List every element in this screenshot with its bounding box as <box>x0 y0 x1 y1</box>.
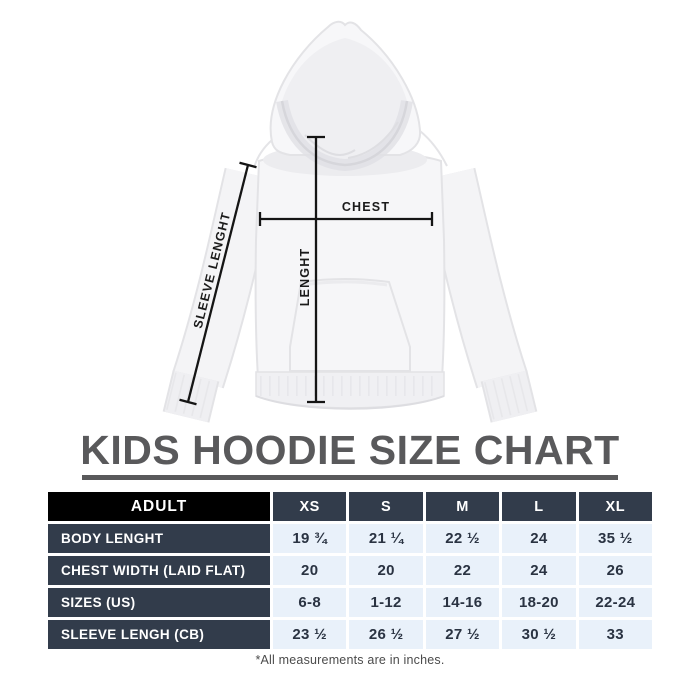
hoodie-hood <box>253 20 448 172</box>
size-column-header-s: S <box>349 492 423 521</box>
row-label-body-length: BODY LENGHT <box>48 524 270 553</box>
table-cell: 19 ¾ <box>273 524 347 553</box>
table-corner-header-adult: ADULT <box>48 492 270 521</box>
table-cell: 23 ½ <box>273 620 347 649</box>
chest-measure-label: CHEST <box>342 200 390 214</box>
row-label-sizes-us: SIZES (US) <box>48 588 270 617</box>
table-cell: 35 ½ <box>578 524 652 553</box>
size-table: ADULT XS S M L XL BODY LENGHT 19 ¾ 21 ¼ … <box>48 492 652 649</box>
table-cell: 30 ½ <box>502 620 576 649</box>
page-title: KIDS HOODIE SIZE CHART <box>80 427 620 473</box>
table-cell: 18-20 <box>502 588 576 617</box>
table-cell: 33 <box>578 620 652 649</box>
hoodie-left-sleeve <box>162 167 278 423</box>
table-cell: 14-16 <box>425 588 500 617</box>
table-cell: 24 <box>502 556 576 585</box>
table-cell: 1-12 <box>349 588 423 617</box>
table-cell: 20 <box>349 556 423 585</box>
table-cell: 21 ¼ <box>349 524 423 553</box>
row-label-chest-width: CHEST WIDTH (LAID FLAT) <box>48 556 270 585</box>
size-column-header-l: L <box>502 492 576 521</box>
table-cell: 24 <box>502 524 576 553</box>
table-cell: 6-8 <box>273 588 347 617</box>
table-cell: 22 <box>425 556 500 585</box>
title-block: KIDS HOODIE SIZE CHART <box>0 430 700 480</box>
table-cell: 22-24 <box>578 588 652 617</box>
table-cell: 22 ½ <box>425 524 500 553</box>
title-underline <box>82 475 618 480</box>
hoodie-hem <box>255 371 445 410</box>
size-column-header-xs: XS <box>273 492 347 521</box>
size-column-header-m: M <box>425 492 500 521</box>
sleeve-measure-line <box>186 164 250 403</box>
table-cell: 27 ½ <box>425 620 500 649</box>
measurements-footnote: *All measurements are in inches. <box>255 653 445 667</box>
hoodie-right-sleeve <box>422 167 538 423</box>
hoodie-diagram: CHEST LENGHT SLEEVE LENGHT <box>162 20 538 423</box>
size-column-header-xl: XL <box>578 492 652 521</box>
measurement-lines <box>179 135 434 406</box>
table-cell: 20 <box>273 556 347 585</box>
row-label-sleeve-length: SLEEVE LENGH (CB) <box>48 620 270 649</box>
table-cell: 26 ½ <box>349 620 423 649</box>
length-measure-label: LENGHT <box>298 248 312 307</box>
table-cell: 26 <box>578 556 652 585</box>
